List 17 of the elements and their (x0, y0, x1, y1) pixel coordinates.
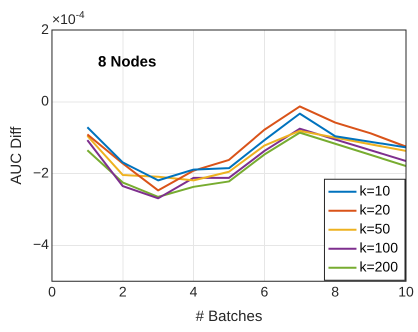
y-tick-label: −2 (32, 164, 50, 180)
legend-label: k=200 (359, 258, 398, 275)
x-tick-label: 4 (190, 283, 198, 300)
y-axis-title: AUC Diff (8, 126, 26, 185)
x-tick-label: 2 (118, 283, 127, 300)
x-tick-label: 6 (260, 283, 268, 300)
x-tick-label: 10 (398, 283, 414, 300)
legend-label: k=50 (359, 220, 390, 237)
y-tick-label: 2 (41, 20, 50, 37)
legend-label: k=10 (359, 182, 390, 199)
text: 8 Nodes (98, 53, 156, 70)
y-tick-label: 0 (41, 92, 50, 109)
x-tick-label: 8 (331, 283, 340, 300)
legend-label: k=100 (359, 240, 398, 256)
x-axis-title: # Batches (196, 308, 262, 326)
legend-label: k=20 (359, 202, 390, 218)
y-tick-label: −4 (32, 236, 50, 252)
